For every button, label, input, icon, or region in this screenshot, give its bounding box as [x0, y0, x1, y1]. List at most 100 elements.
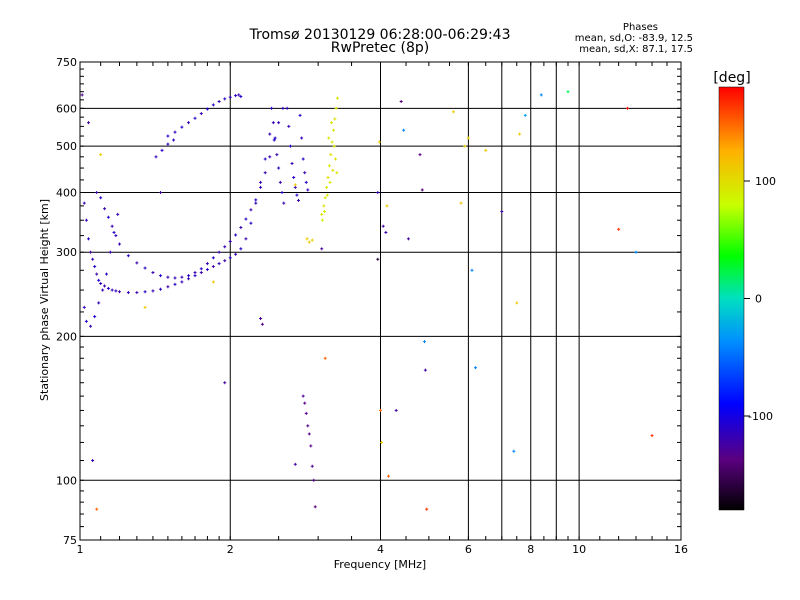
- data-point: [166, 285, 170, 289]
- data-point: [330, 140, 334, 144]
- data-point: [268, 155, 272, 159]
- data-point: [126, 291, 130, 295]
- data-point: [211, 280, 215, 284]
- colorbar-tick-label: -100: [748, 410, 773, 423]
- data-point: [323, 356, 327, 360]
- x-tick-label: 10: [572, 543, 586, 556]
- data-point: [173, 276, 177, 280]
- data-point: [84, 319, 88, 323]
- data-point: [320, 212, 324, 216]
- stats-line-x: mean, sd,X: 87.1, 17.5: [579, 44, 693, 55]
- data-point: [180, 125, 184, 129]
- data-point: [154, 155, 158, 159]
- data-point: [512, 449, 516, 453]
- data-point: [151, 289, 155, 293]
- data-point: [104, 272, 108, 276]
- data-point: [234, 94, 238, 98]
- data-point: [539, 93, 543, 97]
- data-point: [381, 224, 385, 228]
- data-point: [470, 268, 474, 272]
- data-point: [166, 134, 170, 138]
- chart-title: Tromsø 20130129 06:28:00-06:29:43: [249, 27, 511, 43]
- data-point: [288, 144, 292, 148]
- colorbar-tick-label: 0: [755, 293, 762, 306]
- data-point: [376, 257, 380, 261]
- data-point: [275, 153, 279, 157]
- data-point: [309, 444, 313, 448]
- data-point: [99, 153, 103, 157]
- data-point: [114, 234, 118, 238]
- data-point: [333, 117, 337, 121]
- data-point: [193, 116, 197, 120]
- data-point: [271, 121, 275, 125]
- data-point: [280, 190, 284, 194]
- data-point: [135, 261, 139, 265]
- data-points: [80, 90, 654, 511]
- data-point: [270, 106, 274, 110]
- data-point: [420, 188, 424, 192]
- data-point: [290, 161, 294, 165]
- data-point: [310, 238, 314, 242]
- data-point: [323, 196, 327, 200]
- data-point: [303, 171, 307, 175]
- data-point: [263, 171, 267, 175]
- data-point: [515, 301, 519, 305]
- data-point: [298, 113, 302, 117]
- data-point: [166, 275, 170, 279]
- data-point: [97, 301, 101, 305]
- data-point: [379, 408, 382, 412]
- data-point: [634, 250, 638, 254]
- data-point: [217, 250, 221, 254]
- data-point: [331, 128, 335, 132]
- data-point: [335, 171, 339, 175]
- data-point: [82, 305, 86, 309]
- x-tick-label: 1: [77, 543, 84, 556]
- data-point: [199, 271, 203, 275]
- data-point: [307, 432, 311, 436]
- data-point: [304, 180, 308, 184]
- data-point: [193, 271, 197, 275]
- data-point: [334, 106, 338, 110]
- data-point: [650, 434, 654, 438]
- data-point: [108, 250, 112, 254]
- data-point: [384, 230, 388, 234]
- data-point: [211, 103, 215, 107]
- data-point: [296, 198, 300, 202]
- data-point: [199, 112, 203, 116]
- data-point: [473, 366, 477, 370]
- y-tick-label: 300: [56, 246, 77, 259]
- data-point: [425, 507, 429, 511]
- data-point: [151, 271, 155, 275]
- data-point: [239, 95, 243, 99]
- colorbar-ticks: 100 0 -100: [744, 175, 776, 423]
- data-point: [223, 97, 227, 101]
- data-point: [239, 225, 243, 229]
- data-point: [211, 265, 215, 269]
- data-point: [103, 207, 107, 211]
- y-axis-ticks: 75 100 200 300 400 500 600 750: [56, 56, 681, 547]
- data-point: [327, 136, 331, 140]
- data-point: [87, 121, 91, 125]
- data-point: [249, 208, 253, 212]
- y-tick-label: 400: [56, 186, 77, 199]
- data-point: [205, 268, 209, 272]
- data-point: [116, 212, 120, 216]
- data-point: [103, 284, 107, 288]
- data-point: [423, 368, 427, 372]
- data-point: [223, 259, 227, 263]
- data-point: [285, 106, 289, 110]
- data-point: [295, 193, 299, 197]
- data-point: [193, 274, 197, 278]
- data-point: [234, 233, 238, 237]
- data-point: [112, 230, 116, 234]
- data-point: [228, 256, 232, 260]
- data-point: [310, 464, 314, 468]
- data-point: [329, 121, 333, 125]
- data-point: [205, 262, 209, 266]
- data-point: [110, 288, 114, 292]
- data-point: [312, 478, 316, 482]
- x-axis-ticks: 1 2 4 6 8 10 16: [77, 62, 688, 556]
- data-point: [259, 185, 263, 189]
- data-point: [205, 107, 209, 111]
- data-point: [223, 245, 227, 249]
